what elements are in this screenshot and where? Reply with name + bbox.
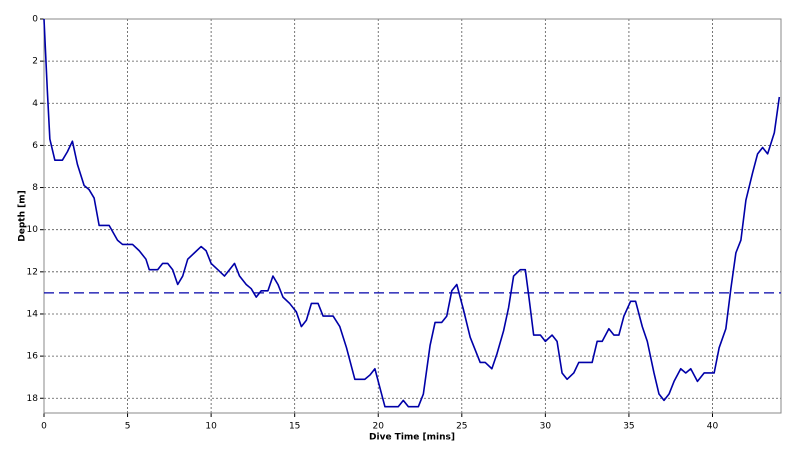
x-tick-label: 15 (289, 422, 300, 432)
dive-profile-line (43, 18, 781, 408)
x-tick-label: 5 (125, 422, 131, 432)
y-tick-label: 12 (27, 267, 38, 277)
y-axis-label: Depth [m] (18, 190, 28, 241)
x-tick-label: 40 (707, 422, 719, 432)
x-tick-label: 25 (456, 422, 467, 432)
y-tick-label: 18 (27, 394, 39, 404)
x-axis-label: Dive Time [mins] (369, 433, 455, 443)
y-tick-label: 16 (27, 352, 39, 362)
y-tick-label: 8 (32, 183, 38, 193)
y-tick-label: 6 (32, 141, 38, 151)
x-tick-label: 30 (540, 422, 552, 432)
x-tick-label: 20 (373, 422, 385, 432)
y-tick-label: 0 (32, 15, 38, 25)
plot-frame (43, 18, 782, 414)
x-tick-label: 0 (41, 422, 47, 432)
y-tick-label: 4 (32, 99, 38, 109)
x-tick-label: 35 (623, 422, 634, 432)
y-tick-label: 10 (27, 225, 39, 235)
x-tick-label: 10 (205, 422, 217, 432)
y-tick-label: 14 (27, 309, 39, 319)
y-tick-label: 2 (32, 57, 38, 67)
